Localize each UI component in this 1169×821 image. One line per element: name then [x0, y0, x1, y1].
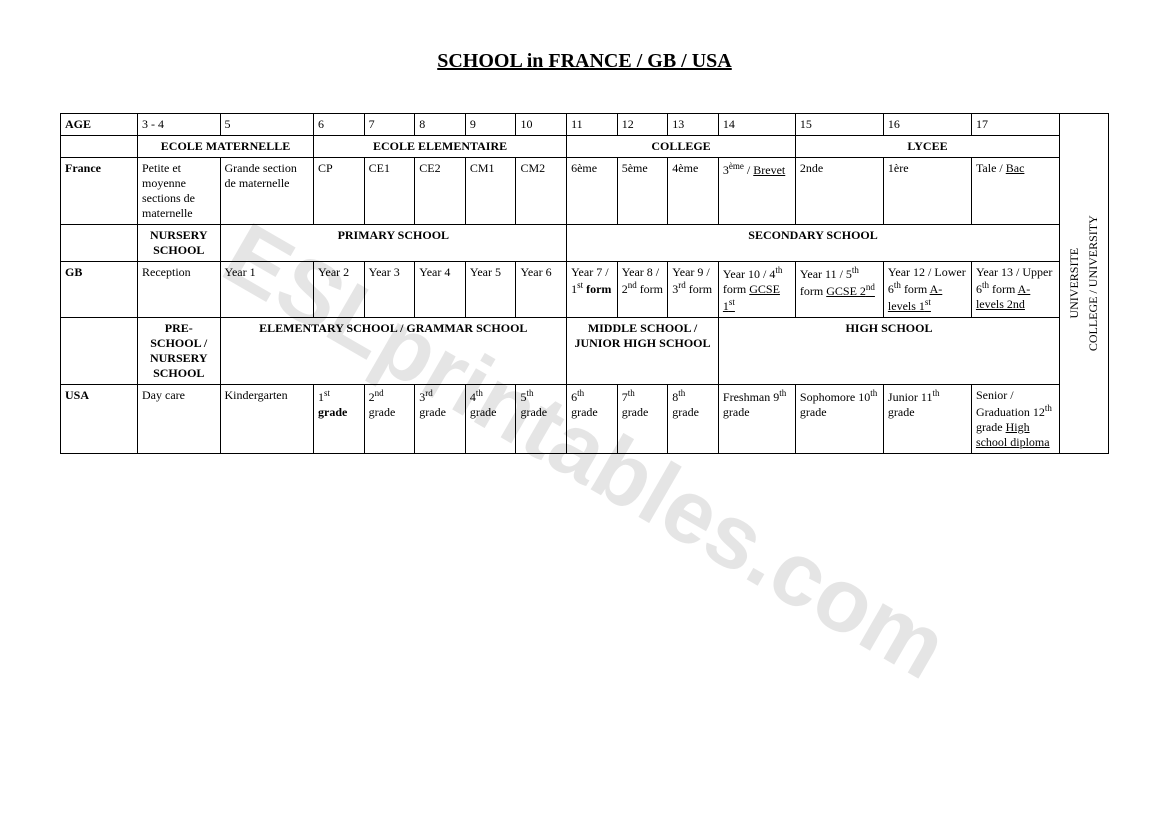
fr-cell: CM1 — [465, 158, 516, 225]
fr-cell: 3ème / Brevet — [718, 158, 795, 225]
us-cat: PRE-SCHOOL / NURSERY SCHOOL — [138, 318, 221, 385]
age-cell: 15 — [795, 114, 883, 136]
gb-category-row: NURSERY SCHOOL PRIMARY SCHOOL SECONDARY … — [61, 225, 1060, 262]
age-cell: 17 — [971, 114, 1059, 136]
fr-cell: CP — [314, 158, 365, 225]
fr-cell: Grande section de maternelle — [220, 158, 314, 225]
age-cell: 3 - 4 — [138, 114, 221, 136]
us-cell: 8th grade — [668, 385, 719, 454]
us-cell: Kindergarten — [220, 385, 314, 454]
usa-category-row: PRE-SCHOOL / NURSERY SCHOOL ELEMENTARY S… — [61, 318, 1060, 385]
fr-cell: 4ème — [668, 158, 719, 225]
gb-cell: Year 13 / Upper 6th form A- levels 2nd — [971, 262, 1059, 318]
us-cell: 7th grade — [617, 385, 668, 454]
france-row: France Petite et moyenne sections de mat… — [61, 158, 1060, 225]
gb-cat: PRIMARY SCHOOL — [220, 225, 567, 262]
gb-label: GB — [61, 262, 138, 318]
gb-cell: Year 8 / 2nd form — [617, 262, 668, 318]
us-cell: Day care — [138, 385, 221, 454]
us-cell: Junior 11th grade — [883, 385, 971, 454]
fr-cat: ECOLE MATERNELLE — [138, 136, 314, 158]
gb-cat: NURSERY SCHOOL — [138, 225, 221, 262]
us-cell: 6th grade — [567, 385, 618, 454]
gb-cell: Year 5 — [465, 262, 516, 318]
fr-cell: 6ème — [567, 158, 618, 225]
gb-cell: Year 1 — [220, 262, 314, 318]
us-cell: 4th grade — [465, 385, 516, 454]
fr-cell: CE2 — [415, 158, 466, 225]
blank — [61, 136, 138, 158]
gb-cat: SECONDARY SCHOOL — [567, 225, 1060, 262]
us-cat: HIGH SCHOOL — [718, 318, 1059, 385]
gb-row: GB Reception Year 1 Year 2 Year 3 Year 4… — [61, 262, 1060, 318]
age-cell: 6 — [314, 114, 365, 136]
fr-cell: 1ère — [883, 158, 971, 225]
us-cell: 2nd grade — [364, 385, 415, 454]
usa-row: USA Day care Kindergarten 1st grade 2nd … — [61, 385, 1060, 454]
school-table: AGE 3 - 4 5 6 7 8 9 10 11 12 13 14 15 16… — [60, 113, 1060, 454]
gb-cell: Reception — [138, 262, 221, 318]
uni-line2: COLLEGE / UNIVERSITY — [1084, 216, 1103, 352]
fr-cat: ECOLE ELEMENTAIRE — [314, 136, 567, 158]
age-cell: 12 — [617, 114, 668, 136]
france-category-row: ECOLE MATERNELLE ECOLE ELEMENTAIRE COLLE… — [61, 136, 1060, 158]
gb-cell: Year 10 / 4th form GCSE 1st — [718, 262, 795, 318]
age-cell: 14 — [718, 114, 795, 136]
age-cell: 5 — [220, 114, 314, 136]
gb-cell: Year 2 — [314, 262, 365, 318]
gb-cell: Year 3 — [364, 262, 415, 318]
blank — [61, 318, 138, 385]
age-cell: 13 — [668, 114, 719, 136]
gb-cell: Year 11 / 5th form GCSE 2nd — [795, 262, 883, 318]
gb-cell: Year 9 / 3rd form — [668, 262, 719, 318]
page-title: SCHOOL in FRANCE / GB / USA — [60, 50, 1109, 73]
fr-cell: CM2 — [516, 158, 567, 225]
fr-cell: Tale / Bac — [971, 158, 1059, 225]
header-row: AGE 3 - 4 5 6 7 8 9 10 11 12 13 14 15 16… — [61, 114, 1060, 136]
blank — [61, 225, 138, 262]
us-cell: 5th grade — [516, 385, 567, 454]
university-column: UNIVERSITE COLLEGE / UNIVERSITY — [1060, 113, 1109, 454]
age-cell: 10 — [516, 114, 567, 136]
fr-cell: 2nde — [795, 158, 883, 225]
fr-cat: LYCEE — [795, 136, 1059, 158]
gb-cell: Year 7 / 1st form — [567, 262, 618, 318]
fr-cell: 5ème — [617, 158, 668, 225]
us-cell: Senior / Graduation 12th grade High scho… — [971, 385, 1059, 454]
table-wrap: AGE 3 - 4 5 6 7 8 9 10 11 12 13 14 15 16… — [60, 113, 1109, 454]
us-label: USA — [61, 385, 138, 454]
uni-line1: UNIVERSITE — [1065, 216, 1084, 352]
fr-label: France — [61, 158, 138, 225]
gb-cell: Year 6 — [516, 262, 567, 318]
age-label: AGE — [61, 114, 138, 136]
age-cell: 11 — [567, 114, 618, 136]
age-cell: 16 — [883, 114, 971, 136]
fr-cat: COLLEGE — [567, 136, 796, 158]
us-cell: 1st grade — [314, 385, 365, 454]
age-cell: 9 — [465, 114, 516, 136]
us-cell: 3rd grade — [415, 385, 466, 454]
us-cat: MIDDLE SCHOOL / JUNIOR HIGH SCHOOL — [567, 318, 719, 385]
fr-cell: Petite et moyenne sections de maternelle — [138, 158, 221, 225]
age-cell: 7 — [364, 114, 415, 136]
gb-cell: Year 12 / Lower 6th form A-levels 1st — [883, 262, 971, 318]
us-cell: Freshman 9th grade — [718, 385, 795, 454]
fr-cell: CE1 — [364, 158, 415, 225]
us-cell: Sophomore 10th grade — [795, 385, 883, 454]
age-cell: 8 — [415, 114, 466, 136]
us-cat: ELEMENTARY SCHOOL / GRAMMAR SCHOOL — [220, 318, 567, 385]
gb-cell: Year 4 — [415, 262, 466, 318]
